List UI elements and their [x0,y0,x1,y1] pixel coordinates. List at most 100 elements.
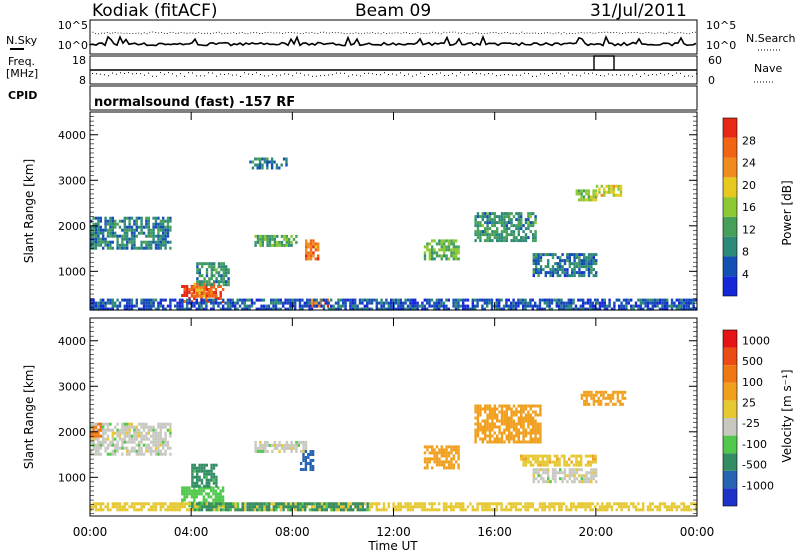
heatmap-cell [174,505,177,509]
heatmap-cell [537,274,540,278]
heatmap-cell [483,508,486,512]
heatmap-cell [476,428,480,432]
heatmap-cell [592,189,595,193]
heatmap-cell [529,505,532,509]
heatmap-cell [203,463,206,467]
heatmap-cell [130,425,134,429]
heatmap-cell [666,298,669,302]
heatmap-cell [445,505,448,509]
heatmap-cell [617,193,620,197]
heatmap-cell [587,198,590,202]
heatmap-cell [522,425,525,429]
heatmap-cell [94,428,98,432]
heatmap-cell [685,301,688,305]
heatmap-cell [370,505,374,509]
heatmap-cell [620,502,623,506]
heatmap-cell [666,301,669,305]
heatmap-cell [568,265,571,269]
heatmap-cell [294,298,297,302]
nave-point [108,75,109,77]
x-tick-label: 20:00 [579,525,614,539]
heatmap-cell [111,434,114,438]
heatmap-cell [423,298,426,302]
heatmap-cell [517,212,520,216]
heatmap-cell [227,277,230,281]
heatmap-cell [138,452,141,456]
heatmap-cell [455,245,458,249]
heatmap-cell [474,437,477,441]
heatmap-cell [164,425,167,429]
heatmap-cell [442,502,446,506]
heatmap-cell [325,505,328,509]
heatmap-cell [220,502,223,506]
nave-point [648,74,649,76]
heatmap-cell [438,248,441,252]
heatmap-cell [162,222,165,226]
heatmap-cell [214,298,218,302]
heatmap-cell [607,402,610,406]
heatmap-cell [288,446,291,450]
heatmap-cell [140,425,143,429]
heatmap-cell [568,457,571,461]
heatmap-cell [577,454,580,458]
nave-point [376,74,377,76]
heatmap-cell [615,193,618,197]
heatmap-cell [592,468,595,472]
heatmap-cell [589,463,592,467]
heatmap-cell [109,307,112,311]
heatmap-cell [571,253,574,257]
heatmap-cell [527,425,530,429]
heatmap-cell [104,440,107,444]
heatmap-cell [90,508,93,512]
heatmap-cell [198,280,201,284]
heatmap-cell [289,304,292,308]
heatmap-cell [205,291,208,295]
heatmap-cell [128,301,131,305]
nave-point [184,75,185,77]
heatmap-cell [637,502,640,506]
heatmap-cell [209,285,213,288]
heatmap-cell [255,307,258,311]
heatmap-cell [201,283,204,287]
heatmap-cell [594,189,598,193]
heatmap-cell [368,298,371,302]
heatmap-cell [607,184,611,188]
heatmap-cell [99,508,102,512]
heatmap-cell [205,498,208,502]
heatmap-cell [114,452,117,456]
heatmap-cell [491,410,494,414]
heatmap-cell [330,508,333,512]
heatmap-cell [632,304,635,308]
heatmap-cell [181,301,184,305]
heatmap-cell [673,502,676,506]
heatmap-cell [476,431,480,435]
heatmap-cell [259,243,262,247]
heatmap-cell [529,463,532,467]
heatmap-cell [212,508,215,512]
heatmap-cell [584,463,588,467]
heatmap-cell [188,502,191,506]
heatmap-cell [592,262,595,266]
heatmap-cell [531,505,534,509]
heatmap-cell [502,304,506,308]
heatmap-cell [587,454,590,458]
heatmap-cell [334,307,338,311]
heatmap-cell [522,304,525,308]
heatmap-cell [99,446,102,450]
heatmap-cell [503,236,506,240]
heatmap-cell [582,301,585,305]
heatmap-cell [520,224,523,228]
colorbar-swatch [723,197,737,217]
heatmap-cell [133,219,136,223]
heatmap-cell [320,505,324,509]
heatmap-cell [580,468,583,472]
heatmap-cell [212,307,215,311]
heatmap-cell [126,237,129,241]
heatmap-cell [164,237,167,241]
heatmap-cell [471,301,474,305]
heatmap-cell [361,307,364,311]
heatmap-cell [361,301,364,305]
heatmap-cell [599,390,603,394]
heatmap-cell [491,221,494,225]
heatmap-cell [325,502,328,506]
